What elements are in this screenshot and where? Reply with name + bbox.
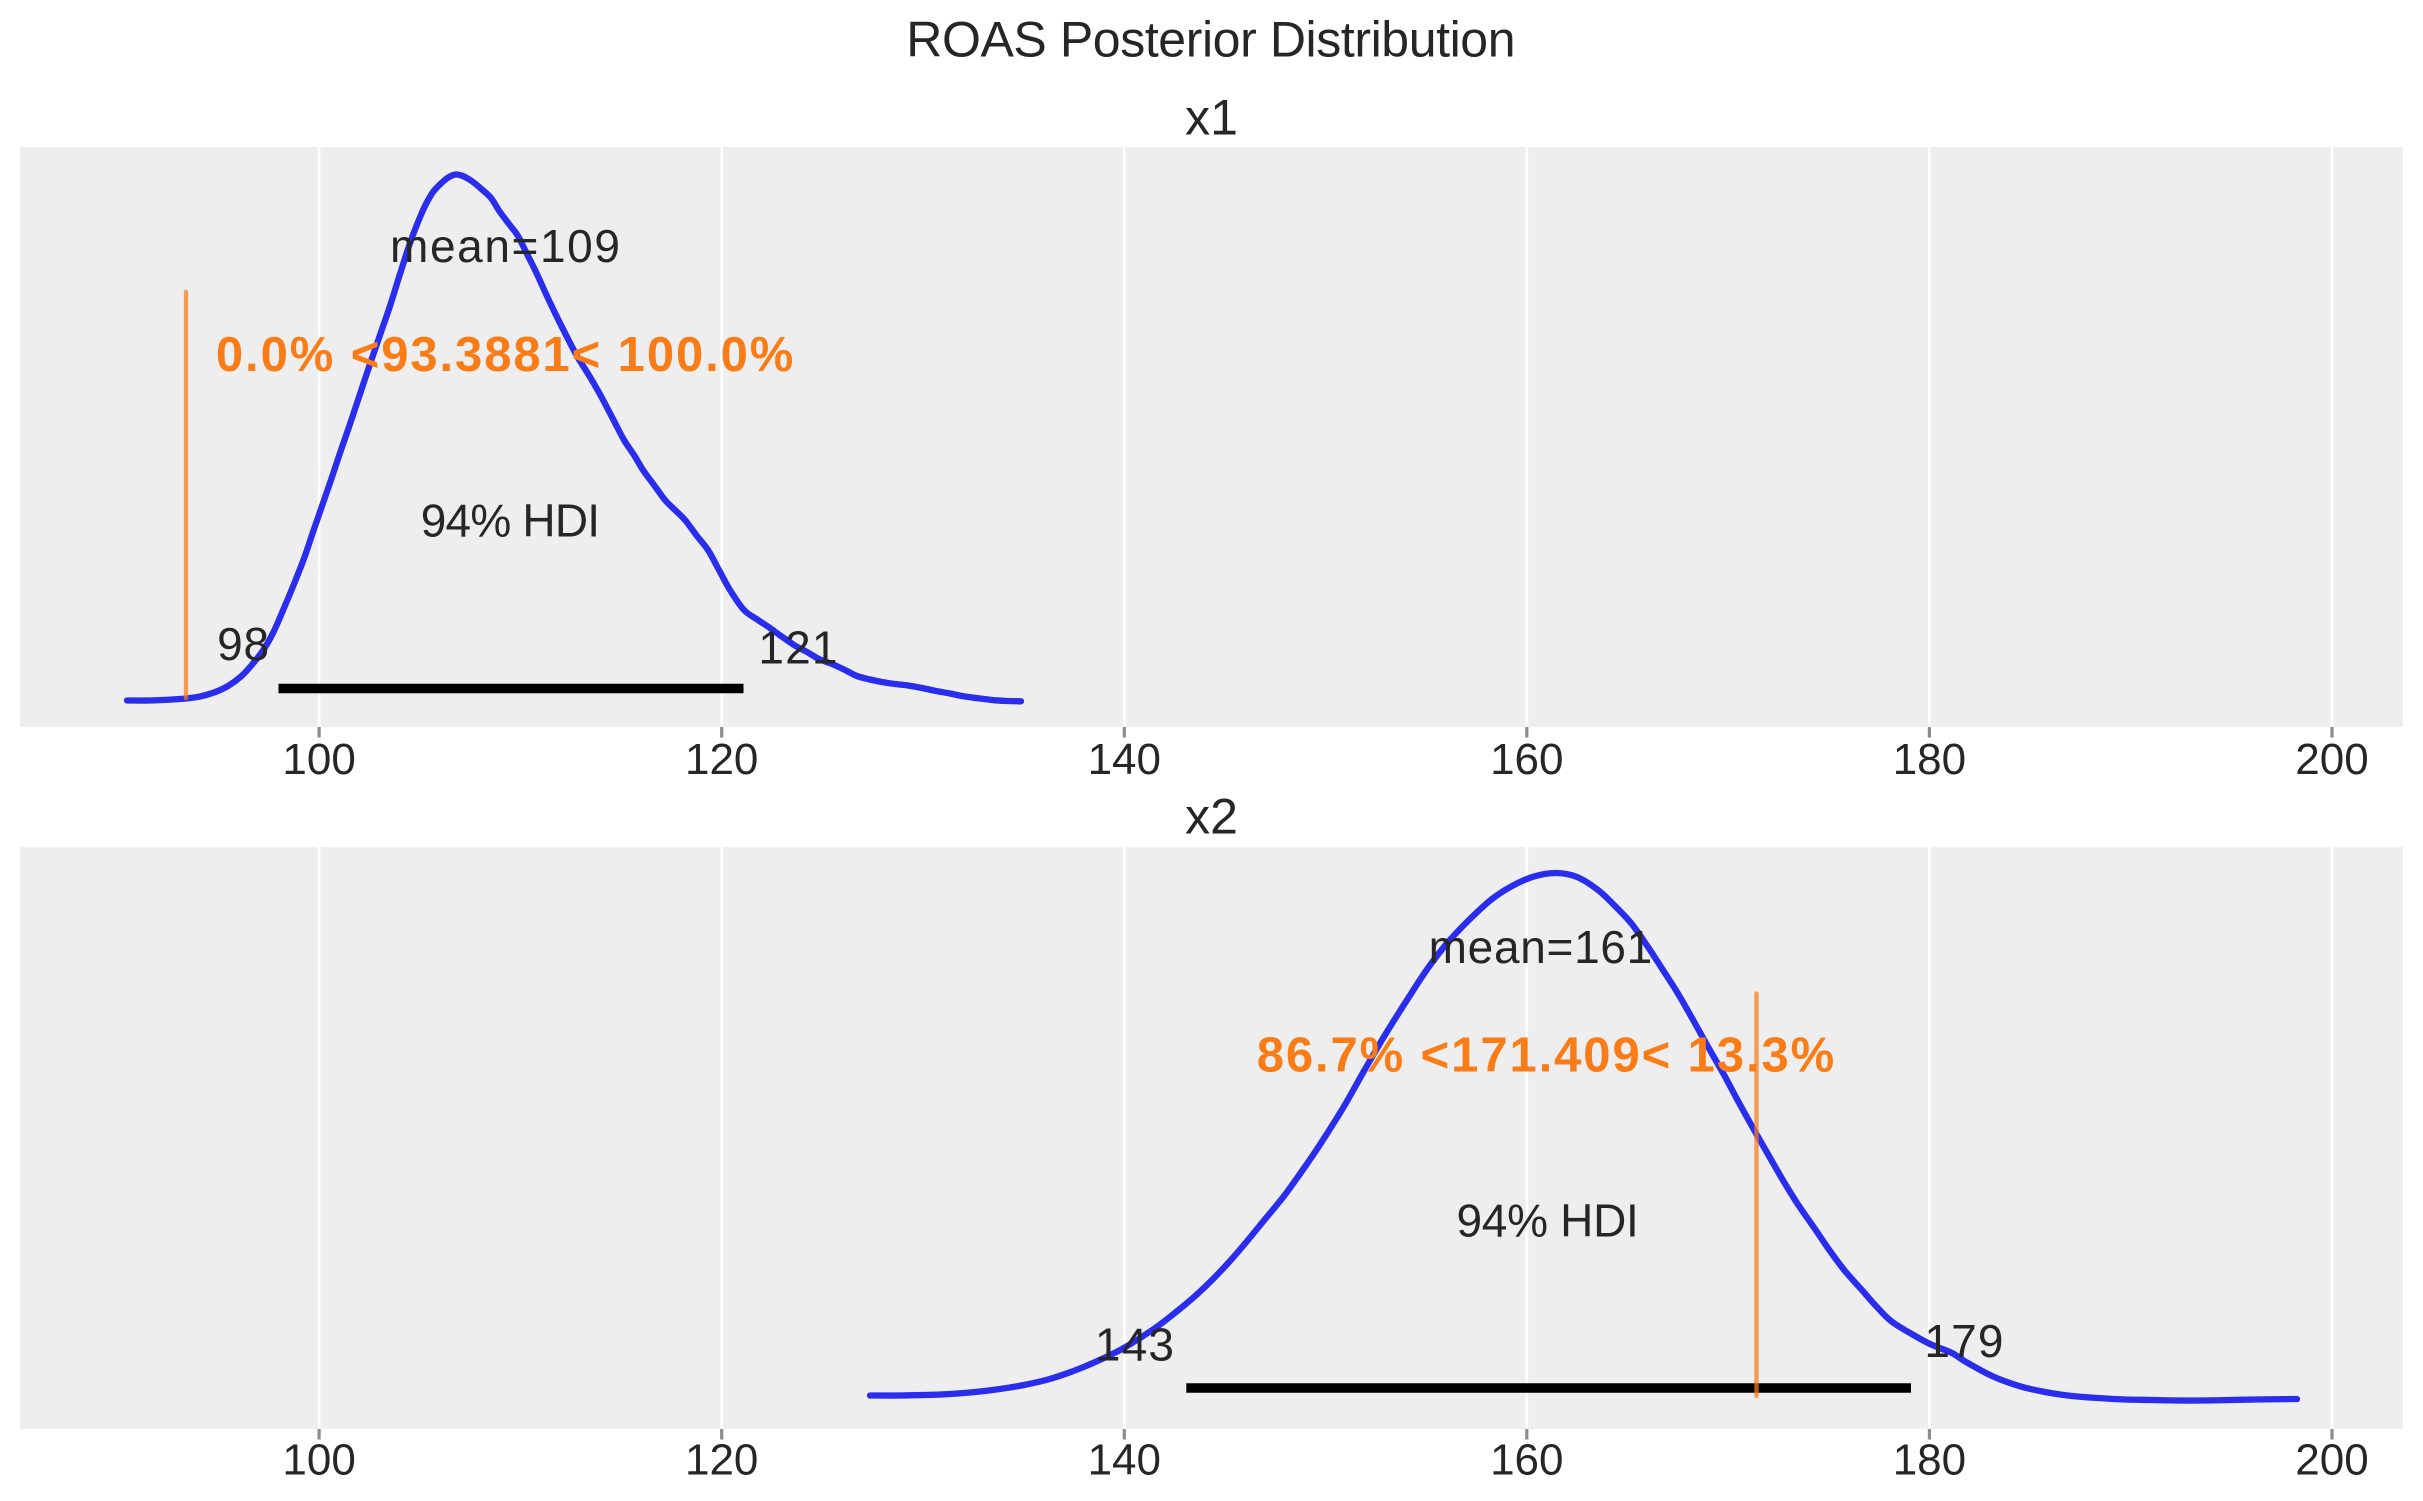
svg-text:86.7% <171.409< 13.3%: 86.7% <171.409< 13.3% xyxy=(1257,1029,1836,1083)
svg-text:x1: x1 xyxy=(1185,89,1238,145)
svg-text:179: 179 xyxy=(1924,1315,2004,1367)
svg-text:94% HDI: 94% HDI xyxy=(1457,1195,1639,1247)
svg-text:180: 180 xyxy=(1893,735,1966,784)
svg-text:200: 200 xyxy=(2295,1436,2368,1485)
svg-text:140: 140 xyxy=(1088,1436,1161,1485)
svg-text:100: 100 xyxy=(282,1436,355,1485)
svg-text:x2: x2 xyxy=(1185,788,1238,844)
svg-text:0.0% <93.3881< 100.0%: 0.0% <93.3881< 100.0% xyxy=(216,328,795,382)
svg-text:ROAS Posterior Distribution: ROAS Posterior Distribution xyxy=(906,12,1515,68)
svg-text:121: 121 xyxy=(758,622,838,674)
svg-text:140: 140 xyxy=(1088,735,1161,784)
svg-text:98: 98 xyxy=(217,618,270,670)
svg-text:160: 160 xyxy=(1490,735,1563,784)
svg-text:143: 143 xyxy=(1095,1319,1175,1371)
svg-text:160: 160 xyxy=(1490,1436,1563,1485)
svg-text:mean=161: mean=161 xyxy=(1429,921,1653,973)
svg-text:100: 100 xyxy=(282,735,355,784)
svg-text:94% HDI: 94% HDI xyxy=(421,495,599,547)
svg-text:mean=109: mean=109 xyxy=(390,220,621,272)
svg-text:180: 180 xyxy=(1893,1436,1966,1485)
svg-text:120: 120 xyxy=(685,1436,758,1485)
svg-text:200: 200 xyxy=(2295,735,2368,784)
svg-text:120: 120 xyxy=(685,735,758,784)
